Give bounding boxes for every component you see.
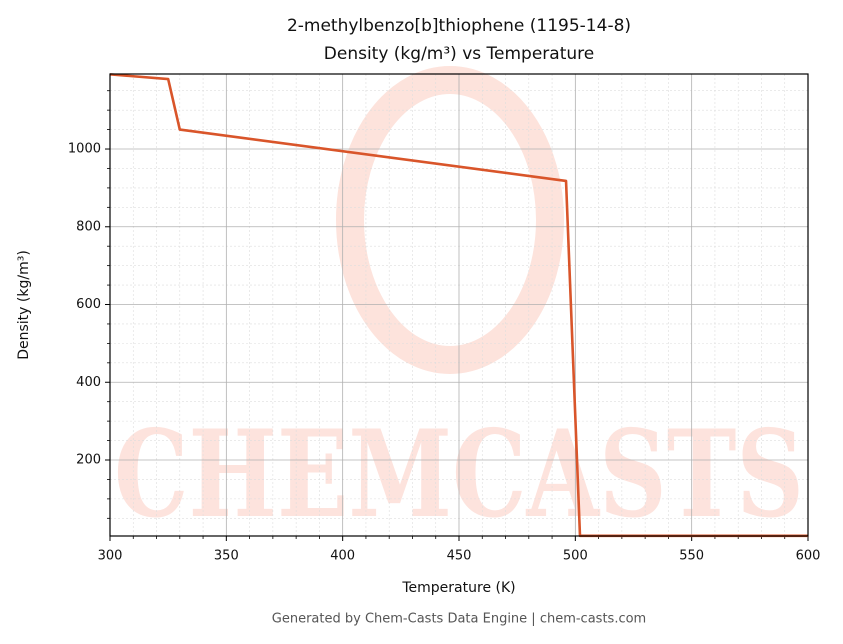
x-tick-label: 500	[563, 549, 588, 564]
x-tick-label: 350	[214, 549, 239, 564]
y-tick-label: 1000	[68, 142, 101, 157]
plot-frame	[109, 73, 809, 537]
footer: Generated by Chem-Casts Data Engine | ch…	[272, 612, 646, 627]
y-tick-label: 800	[76, 219, 101, 234]
x-tick-label: 600	[796, 549, 821, 564]
watermark-logo	[336, 66, 564, 374]
x-axis-label: Temperature (K)	[401, 580, 515, 596]
x-tick-label: 400	[330, 549, 355, 564]
y-tick-label: 400	[76, 375, 101, 390]
chart-title: 2-methylbenzo[b]thiophene (1195-14-8)	[287, 16, 631, 36]
y-tick-label: 600	[76, 297, 101, 312]
x-tick-label: 450	[447, 549, 472, 564]
x-tick-label: 550	[679, 549, 704, 564]
y-axis-label: Density (kg/m³)	[16, 250, 32, 360]
x-tick-label: 300	[98, 549, 123, 564]
y-tick-label: 200	[76, 453, 101, 468]
chart-subtitle: Density (kg/m³) vs Temperature	[324, 44, 594, 64]
